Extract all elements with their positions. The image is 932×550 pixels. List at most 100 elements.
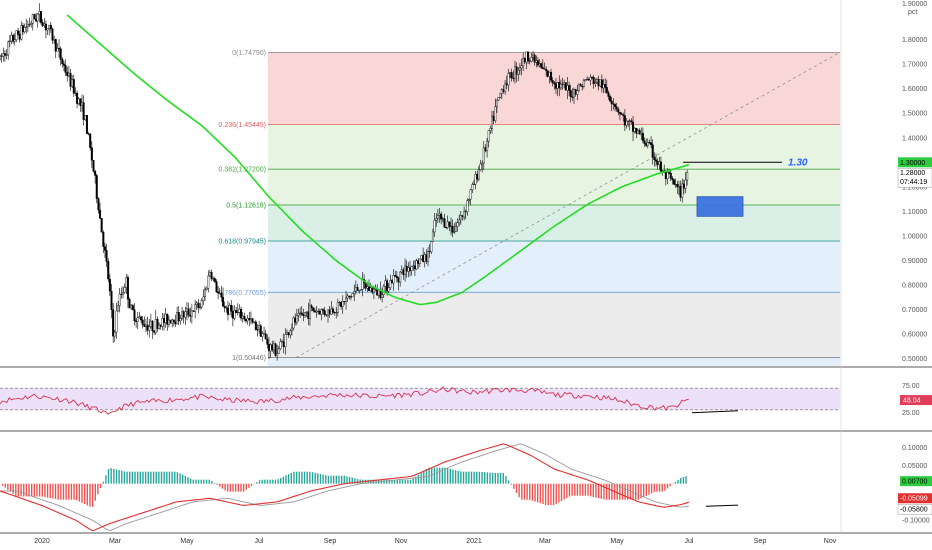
candle-body: [123, 287, 126, 293]
candle-body: [389, 280, 392, 288]
macd-histogram-bar: [619, 483, 621, 500]
candle-body: [248, 318, 251, 320]
candle-body: [292, 317, 295, 329]
candle-body: [618, 111, 621, 114]
candle-body: [627, 120, 630, 122]
macd-histogram-bar: [481, 471, 483, 484]
candle-body: [464, 211, 467, 213]
candle-body: [622, 114, 625, 116]
macd-histogram-bar: [142, 471, 144, 484]
candle-body: [456, 222, 459, 227]
macd-histogram-bar: [473, 471, 475, 484]
macd-histogram-bar: [171, 471, 173, 484]
candle-body: [5, 54, 8, 56]
candle-body: [525, 51, 528, 63]
macd-hist-value: 0.00700: [902, 479, 927, 486]
candle-body: [231, 311, 234, 319]
candle-body: [26, 24, 29, 28]
macd-histogram-bar: [484, 472, 486, 484]
macd-histogram-bar: [123, 471, 126, 484]
candle-body: [171, 319, 174, 324]
candle-body: [36, 13, 39, 22]
candle-body: [305, 311, 308, 313]
candle-body: [438, 213, 441, 216]
macd-histogram-bar: [372, 479, 375, 484]
time-axis[interactable]: 2020 Mar May Jul Sep Nov 2021 Mar May Jul Sep Nov: [34, 538, 837, 545]
fib-zone: [268, 357, 840, 366]
candle-body: [384, 280, 387, 287]
candle-body: [18, 33, 21, 40]
macd-histogram-bar: [60, 483, 62, 500]
indicator-panes: [0, 366, 932, 534]
candle-body: [304, 312, 307, 316]
candle-body: [35, 18, 38, 22]
macd-histogram-bar: [592, 483, 595, 497]
candle-body: [625, 121, 628, 126]
macd-histogram-bar: [160, 471, 163, 484]
candle-body: [56, 48, 59, 52]
rsi-line: [0, 386, 689, 415]
macd-histogram-bar: [666, 483, 669, 489]
macd-histogram-bar: [38, 483, 41, 497]
candle-body: [113, 331, 116, 337]
candle-body: [372, 288, 375, 293]
macd-histogram-bar: [576, 483, 579, 496]
macd-histogram-bar: [168, 471, 171, 484]
candle-body: [300, 312, 303, 315]
candle-body: [563, 82, 566, 85]
macd-histogram-bar: [248, 483, 250, 488]
macd-histogram-bar: [12, 483, 14, 494]
macd-histogram-bar: [57, 483, 59, 500]
macd-histogram-bar: [78, 483, 81, 502]
macd-histogram-bar: [293, 471, 295, 484]
macd-histogram-bar: [17, 483, 20, 497]
candle-body: [241, 315, 244, 319]
candle-body: [8, 40, 11, 42]
macd-line-badge: [898, 493, 932, 504]
candle-body: [66, 72, 69, 76]
candle-body: [15, 30, 18, 40]
macd-histogram-bar: [462, 471, 465, 484]
macd-histogram-bar: [44, 483, 46, 498]
macd-histogram-bar: [298, 471, 300, 484]
candle-body: [612, 103, 615, 105]
macd-histogram-bar: [539, 483, 542, 504]
candle-body: [576, 90, 579, 95]
candle-body: [282, 341, 285, 348]
macd-histogram-bar: [317, 473, 319, 484]
macd-histogram-bar: [627, 483, 629, 500]
macd-histogram-bar: [587, 483, 589, 496]
macd-histogram-bar: [640, 483, 642, 499]
macd-histogram-bar: [478, 471, 481, 484]
fib-level-label: 1(0.50446): [232, 355, 266, 362]
macd-histogram-bar: [600, 483, 602, 499]
macd-histogram-bar: [645, 483, 648, 496]
macd-histogram-bar: [282, 476, 285, 484]
macd-histogram-bar: [213, 482, 216, 484]
candle-body: [246, 318, 249, 322]
candle-body: [620, 113, 623, 115]
candle-body: [651, 144, 654, 158]
macd-histogram-bar: [409, 479, 412, 484]
candle-body: [307, 311, 310, 320]
candle-body: [530, 57, 533, 62]
candle-body: [297, 313, 300, 316]
candle-body: [236, 312, 239, 314]
macd-histogram-bar: [221, 483, 224, 489]
macd-histogram-bar: [52, 483, 54, 499]
candle-body: [71, 79, 74, 87]
candle-body: [115, 310, 118, 333]
candle-body: [181, 311, 184, 319]
candle-body: [443, 218, 446, 228]
candle-body: [674, 184, 677, 186]
macd-histogram-bar: [30, 483, 33, 497]
candle-body: [233, 310, 236, 319]
macd-histogram-bar: [611, 483, 613, 500]
macd-histogram-bar: [438, 467, 441, 484]
candle-body: [102, 231, 105, 247]
candle-body: [381, 294, 384, 298]
candle-body: [2, 53, 5, 57]
candle-body: [92, 160, 95, 172]
